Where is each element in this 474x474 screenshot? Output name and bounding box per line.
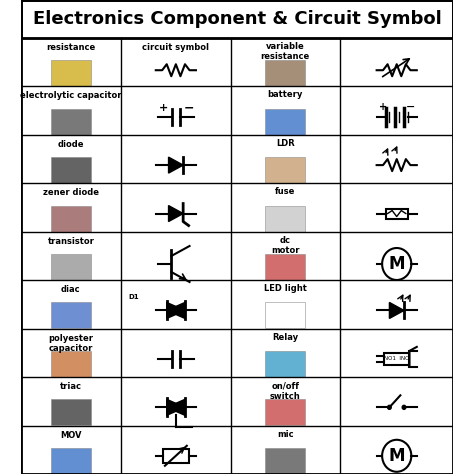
Bar (51, 109, 91, 135)
Text: mic: mic (277, 429, 294, 438)
Text: Relay: Relay (272, 333, 299, 342)
Circle shape (388, 405, 391, 410)
Bar (51, 157, 91, 183)
Bar (265, 351, 305, 377)
Bar (51, 448, 91, 474)
Bar (163, 449, 189, 463)
Text: diode: diode (58, 140, 84, 149)
Text: −: − (183, 101, 194, 114)
Text: LDR: LDR (276, 139, 295, 148)
Bar (265, 157, 305, 183)
Polygon shape (169, 157, 183, 173)
Polygon shape (169, 206, 183, 221)
Text: M: M (389, 255, 405, 273)
Text: transistor: transistor (47, 237, 94, 246)
Text: Electronics Component & Circuit Symbol: Electronics Component & Circuit Symbol (33, 10, 441, 28)
Bar (265, 302, 305, 328)
Text: triac: triac (60, 382, 82, 391)
Bar (265, 399, 305, 425)
Bar (51, 351, 91, 377)
Bar (265, 254, 305, 280)
Polygon shape (167, 399, 185, 415)
Bar (384, 353, 410, 365)
Bar (386, 209, 408, 219)
Polygon shape (390, 302, 404, 319)
Bar (21, 0, 453, 38)
Text: zener diode: zener diode (43, 188, 99, 197)
Bar (51, 302, 91, 328)
Text: resistance: resistance (46, 43, 96, 52)
Text: circuit symbol: circuit symbol (142, 43, 210, 52)
Circle shape (382, 248, 411, 280)
Bar (51, 206, 91, 232)
Bar (265, 109, 305, 135)
Bar (265, 448, 305, 474)
Polygon shape (167, 302, 185, 319)
Bar (265, 206, 305, 232)
Text: diac: diac (61, 285, 81, 294)
Text: polyester
capacitor: polyester capacitor (48, 334, 93, 353)
Polygon shape (167, 302, 185, 319)
Text: MOV: MOV (60, 430, 82, 439)
Text: +: + (379, 101, 387, 112)
Text: on/off
switch: on/off switch (270, 381, 301, 401)
Text: D1: D1 (128, 294, 139, 300)
Text: electrolytic capacitor: electrolytic capacitor (20, 91, 122, 100)
Text: variable
resistance: variable resistance (261, 42, 310, 62)
Polygon shape (167, 399, 185, 415)
Bar (51, 60, 91, 86)
Bar (265, 60, 305, 86)
Text: NO1  INC: NO1 INC (384, 356, 409, 361)
Text: −: − (406, 101, 415, 112)
Text: +: + (158, 103, 168, 113)
Text: battery: battery (268, 91, 303, 100)
Text: fuse: fuse (275, 187, 296, 196)
Text: LED light: LED light (264, 284, 307, 293)
Bar (51, 399, 91, 425)
Text: M: M (389, 447, 405, 465)
Bar (51, 254, 91, 280)
Text: dc
motor: dc motor (271, 236, 300, 255)
Circle shape (402, 405, 406, 410)
Circle shape (382, 440, 411, 472)
